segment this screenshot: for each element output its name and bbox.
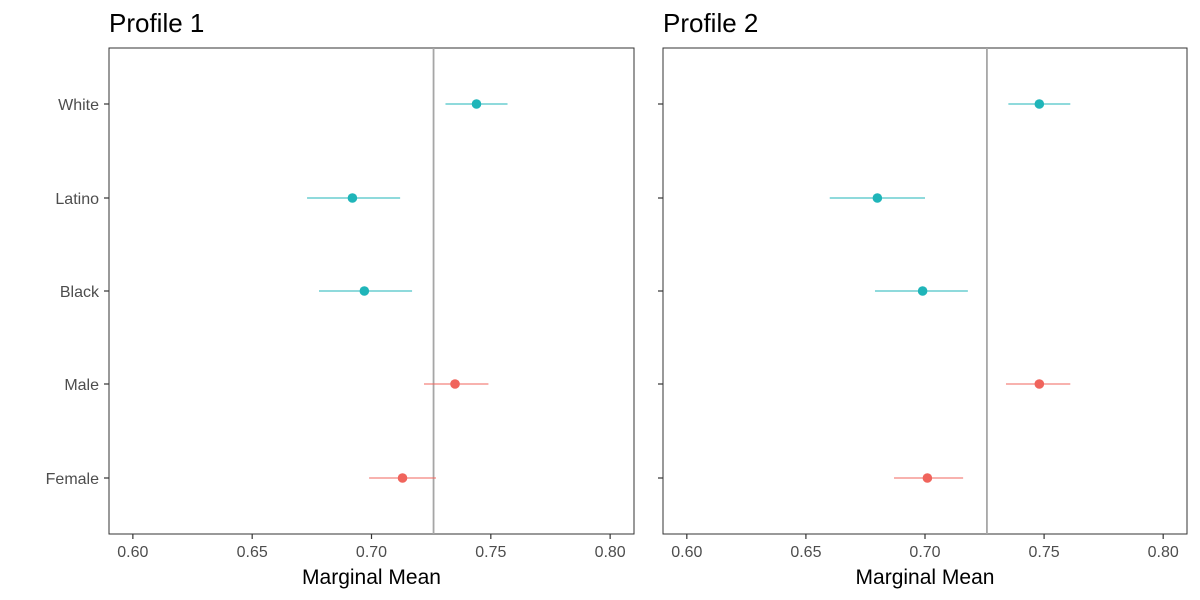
- x-axis-label-2: Marginal Mean: [856, 566, 995, 589]
- panel-title-1: Profile 1: [109, 8, 204, 38]
- x-tick-label-1-0.75: 0.75: [475, 544, 506, 561]
- x-tick-label-2-0.80: 0.80: [1148, 544, 1179, 561]
- x-tick-label-1-0.60: 0.60: [117, 544, 148, 561]
- y-tick-label-white: White: [58, 97, 99, 114]
- x-tick-label-1-0.70: 0.70: [356, 544, 387, 561]
- panel-title-2: Profile 2: [663, 8, 758, 38]
- point-2-female: [922, 473, 933, 483]
- x-axis-label-1: Marginal Mean: [302, 566, 441, 589]
- x-tick-label-2-0.70: 0.70: [909, 544, 940, 561]
- y-tick-label-female: Female: [46, 471, 99, 488]
- point-2-black: [917, 286, 928, 296]
- x-tick-label-2-0.75: 0.75: [1029, 544, 1060, 561]
- point-2-male: [1034, 379, 1045, 389]
- point-1-female: [397, 473, 408, 483]
- point-2-latino: [872, 193, 883, 203]
- point-1-black: [359, 286, 370, 296]
- point-1-male: [450, 379, 460, 389]
- y-tick-label-male: Male: [64, 377, 99, 394]
- x-tick-label-1-0.80: 0.80: [595, 544, 626, 561]
- point-1-latino: [347, 193, 358, 203]
- point-1-white: [471, 99, 482, 109]
- x-tick-label-2-0.60: 0.60: [671, 544, 702, 561]
- point-2-white: [1034, 99, 1045, 109]
- y-tick-label-black: Black: [60, 284, 100, 301]
- x-tick-label-2-0.65: 0.65: [790, 544, 821, 561]
- y-tick-label-latino: Latino: [55, 191, 99, 208]
- x-tick-label-1-0.65: 0.65: [237, 544, 268, 561]
